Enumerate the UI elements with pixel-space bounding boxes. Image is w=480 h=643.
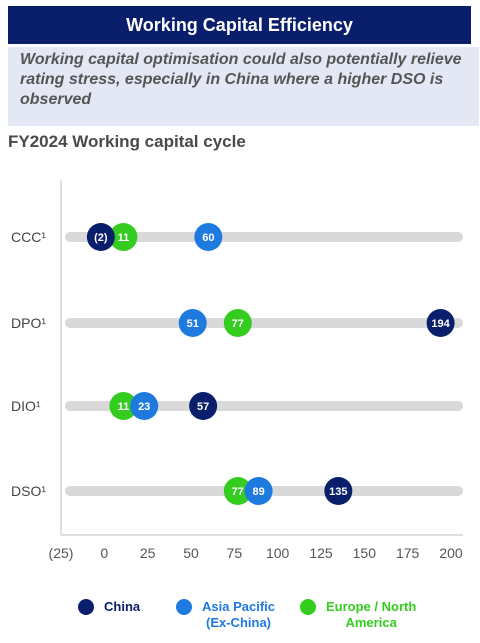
legend-label-europe-north-america: Europe / North America [326,593,416,631]
legend-label-asia-pacific-line1: Asia Pacific [202,599,275,614]
data-point [244,477,273,505]
data-label: 11 [118,232,130,244]
x-tick-label: 75 [227,545,243,561]
data-point [130,392,159,420]
x-tick-label: 200 [439,545,463,561]
x-tick-label: 175 [396,545,420,561]
data-point [86,223,115,251]
data-label: 23 [138,401,150,413]
data-label: (2) [94,232,108,244]
data-point [426,309,455,337]
working-capital-chart: (25) 0 25 50 75 100 125 150 175 200 CCC¹ DPO¹ DIO¹ DS… [11,180,463,561]
y-category-label: DPO¹ [11,315,46,331]
legend-label-china: China [104,599,141,614]
data-label: 57 [197,401,209,413]
data-label: 77 [232,318,244,330]
x-tick-label: 125 [309,545,333,561]
data-label: 51 [187,318,199,330]
legend: China Asia Pacific (Ex-China) Europe / N… [0,593,480,638]
data-point [178,309,207,337]
data-label: 77 [232,486,244,498]
y-category-label: DSO¹ [11,483,46,499]
subtitle-text: Working capital optimisation could also … [20,51,462,108]
subtitle-box: Working capital optimisation could also … [8,47,479,126]
legend-item-europe-north-america: Europe / North America [300,593,416,631]
legend-label-asia-pacific-line2: (Ex-China) [206,615,271,630]
x-tick-label: 100 [266,545,290,561]
data-point [109,223,138,251]
x-tick-label: 25 [140,545,156,561]
chart-heading: FY2024 Working capital cycle [8,132,246,151]
legend-label-europe-line1: Europe / North [326,599,417,614]
x-tick-label: 0 [100,545,108,561]
legend-item-asia-pacific: Asia Pacific (Ex-China) [176,593,275,631]
data-label: 89 [252,486,264,498]
x-tick-label: (25) [49,545,74,561]
data-point [109,392,138,420]
data-point [223,309,252,337]
legend-dot-china [78,599,94,615]
x-tick-label: 150 [353,545,377,561]
data-point [194,223,223,251]
legend-dot-europe-north-america [300,599,316,615]
legend-label-asia-pacific: Asia Pacific (Ex-China) [202,593,275,631]
data-point [223,477,252,505]
data-label: 60 [202,232,214,244]
data-label: 135 [329,486,347,498]
legend-dot-asia-pacific [176,599,192,615]
x-tick-label: 50 [183,545,199,561]
data-label: 194 [431,318,450,330]
y-category-label: DIO¹ [11,398,41,414]
y-category-label: CCC¹ [11,229,46,245]
legend-item-china: China [78,593,140,615]
data-point [324,477,353,505]
legend-label-europe-line2: America [345,615,397,630]
page-title: Working Capital Efficiency [8,6,471,44]
data-label: 11 [118,401,130,413]
data-point [189,392,218,420]
